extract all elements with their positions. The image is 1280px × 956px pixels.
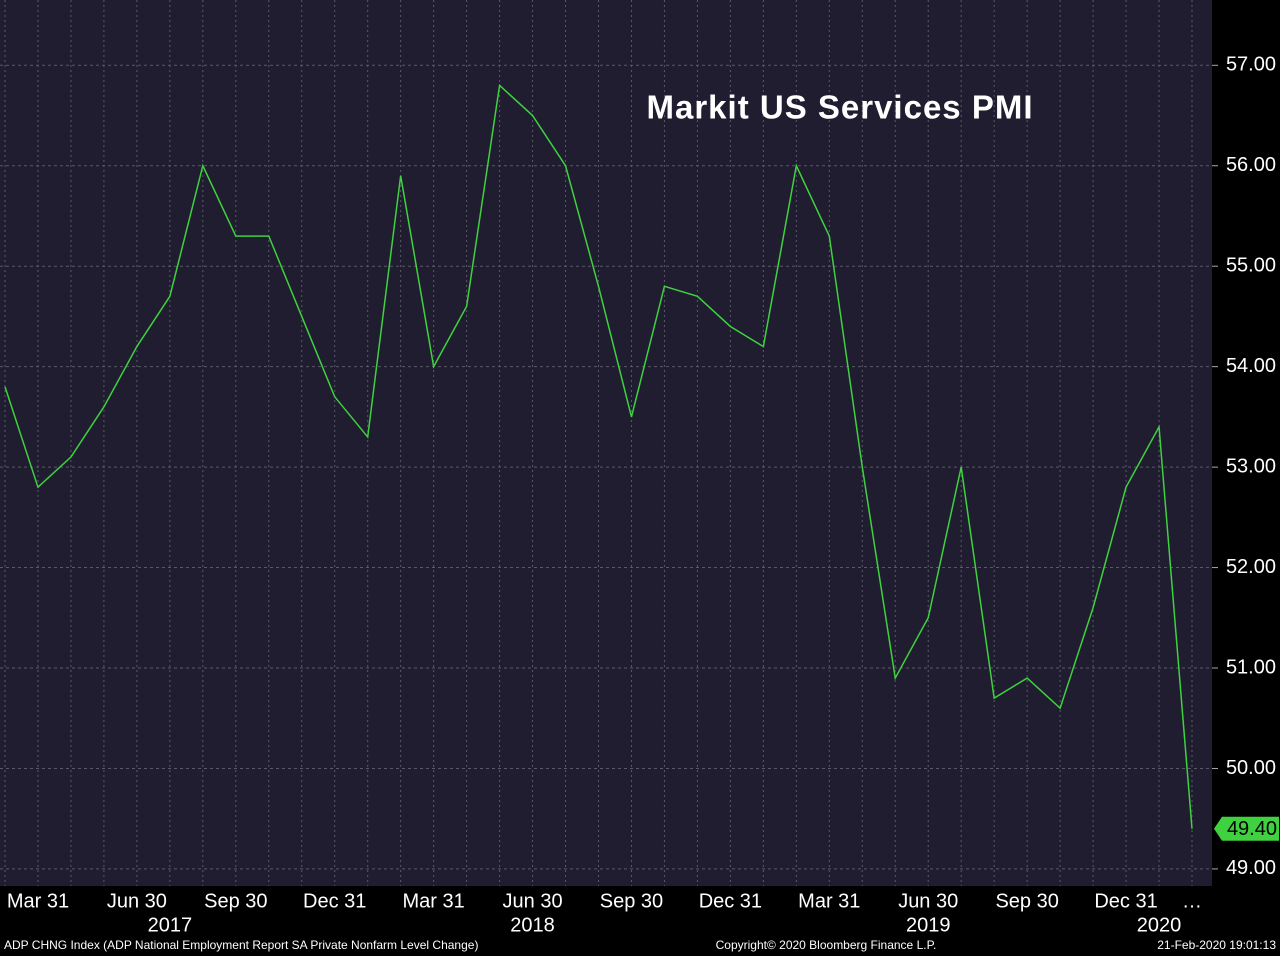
line xyxy=(4,83,1193,829)
x-tick-label: Jun 30 xyxy=(898,890,958,912)
footer-center: Copyright© 2020 Bloomberg Finance L.P. xyxy=(716,938,937,952)
x-tick-label: Dec 31 xyxy=(699,890,762,912)
y-tick-label: 51.00 xyxy=(1226,656,1276,678)
x-tick-label: Sep 30 xyxy=(600,890,663,912)
x-tick-label: Dec 31 xyxy=(303,890,366,912)
y-tick-label: 56.00 xyxy=(1226,154,1276,176)
x-tick-label: Jun 30 xyxy=(107,890,167,912)
x-year-label: 2018 xyxy=(510,914,555,936)
x-tick-label: Sep 30 xyxy=(204,890,267,912)
value-label-box xyxy=(1214,816,1279,841)
y-tick-label: 50.00 xyxy=(1226,757,1276,779)
x-year-label: 2017 xyxy=(148,914,193,936)
plot-area xyxy=(0,0,1212,886)
x-year-label: 2020 xyxy=(1137,914,1182,936)
y-tick-label: 57.00 xyxy=(1226,54,1276,76)
x-tick-label: Mar 31 xyxy=(403,890,465,912)
footer-right: 21-Feb-2020 19:01:13 xyxy=(1157,938,1276,952)
y-tick-label: 55.00 xyxy=(1226,254,1276,276)
value-label: 49.40 xyxy=(1227,818,1277,840)
x-tick-label: Dec 31 xyxy=(1094,890,1157,912)
x-tick-label: Mar 31 xyxy=(7,890,69,912)
footer-left: ADP CHNG Index (ADP National Employment … xyxy=(4,938,478,952)
x-tick-label: … xyxy=(1182,890,1202,912)
x-tick-label: Sep 30 xyxy=(995,890,1058,912)
x-year-label: 2019 xyxy=(906,914,951,936)
y-tick-label: 49.00 xyxy=(1226,857,1276,879)
x-tick-label: Jun 30 xyxy=(503,890,563,912)
y-tick-label: 52.00 xyxy=(1226,556,1276,578)
y-tick-label: 53.00 xyxy=(1226,455,1276,477)
x-tick-label: Mar 31 xyxy=(798,890,860,912)
chart-title: Markit US Services PMI xyxy=(647,89,1034,126)
y-tick-label: 54.00 xyxy=(1226,355,1276,377)
